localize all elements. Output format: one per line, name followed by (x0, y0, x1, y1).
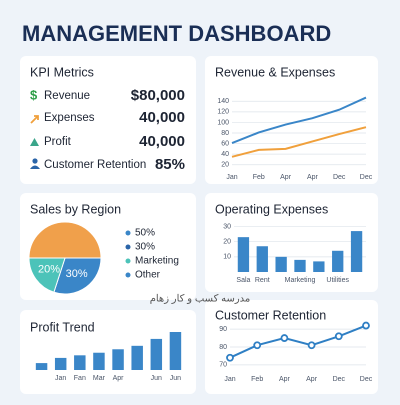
kpi-label: Profit (44, 136, 72, 148)
bar (54, 357, 67, 370)
kpi-value: $80,000 (131, 87, 185, 104)
legend-label: 50% (135, 228, 155, 239)
x-tick-label: Fan (74, 375, 86, 382)
pie-slice (28, 257, 66, 293)
bar (256, 246, 268, 272)
y-tick-label: 10 (223, 254, 231, 261)
kpi-label: Revenue (44, 90, 90, 102)
marker (362, 321, 370, 330)
x-tick-label: Dec (360, 174, 373, 181)
line (229, 324, 367, 359)
bar (294, 259, 306, 272)
kpi-label: Expenses (44, 112, 95, 124)
slice-label: 20% (38, 264, 60, 276)
x-tick-label: Jan (226, 174, 237, 181)
x-tick-label: Jan (224, 376, 235, 383)
line (231, 96, 367, 144)
x-tick-label: Mar (93, 375, 106, 382)
x-tick-label: Jun (170, 375, 181, 382)
x-tick-label: Sala (236, 277, 250, 284)
legend-marker (125, 272, 131, 278)
legend-marker (125, 230, 131, 236)
panel (20, 56, 196, 184)
bar (35, 363, 48, 370)
kpi-value: 85% (155, 156, 185, 173)
kpi-icon (32, 158, 38, 164)
marker (334, 332, 343, 341)
y-tick-label: 140 (217, 98, 229, 105)
y-tick-label: 80 (219, 344, 227, 351)
y-tick-label: 60 (221, 140, 229, 147)
chart-title: Customer Retention (215, 308, 326, 322)
marker (280, 334, 289, 342)
pie-slice (53, 257, 102, 295)
bar (74, 355, 86, 370)
panel (20, 310, 196, 394)
legend-label: Other (135, 270, 161, 281)
x-tick-label: Apr (306, 376, 318, 383)
bar (150, 338, 163, 370)
x-tick-label: Dec (360, 376, 373, 383)
x-tick-label: Jun (151, 375, 162, 382)
legend-label: Marketing (135, 256, 179, 267)
bar (275, 256, 287, 272)
watermark: مدرسه کسب و کار زهام (150, 294, 251, 305)
bar (237, 237, 250, 272)
x-tick-label: Feb (253, 174, 265, 181)
panel-title: KPI Metrics (30, 65, 94, 79)
kpi-icon (30, 138, 39, 146)
x-tick-label: Apr (307, 174, 319, 181)
y-tick-label: 90 (219, 326, 227, 333)
x-tick-label: Apr (113, 375, 125, 382)
kpi-value: 40,000 (139, 109, 185, 126)
bar (131, 345, 143, 370)
bar (112, 349, 124, 370)
legend-marker (125, 244, 131, 250)
x-tick-label: Jan (55, 375, 66, 382)
kpi-label: Customer Retention (44, 159, 146, 171)
y-tick-label: 20 (221, 162, 229, 169)
slice-label: 30% (66, 268, 88, 280)
y-tick-label: 20 (223, 239, 231, 246)
marker (226, 353, 234, 362)
legend-marker (125, 258, 131, 264)
x-tick-label: Apr (279, 376, 291, 383)
line (231, 126, 367, 158)
x-tick-label: Rent (255, 277, 270, 284)
x-tick-label: Marketing (285, 277, 316, 284)
y-tick-label: 120 (217, 109, 229, 116)
kpi-icon: $ (30, 87, 38, 102)
x-tick-label: Utilities (326, 277, 349, 284)
marker (253, 341, 262, 350)
bar (93, 352, 105, 370)
bar (350, 231, 363, 272)
chart-title: Revenue & Expenses (215, 65, 335, 79)
bar (169, 332, 182, 370)
chart-title: Profit Trend (30, 320, 95, 334)
chart-title: Operating Expenses (215, 202, 328, 216)
kpi-icon (30, 165, 40, 169)
legend-label: 30% (135, 242, 155, 253)
x-tick-label: Apr (280, 174, 292, 181)
chart-title: Sales by Region (30, 202, 121, 216)
x-tick-label: Dec (333, 174, 346, 181)
y-tick-label: 70 (219, 362, 227, 369)
y-tick-label: 80 (221, 130, 229, 137)
y-tick-label: 30 (223, 223, 231, 230)
y-tick-label: 40 (221, 151, 229, 158)
bar (313, 261, 325, 272)
x-tick-label: Feb (251, 376, 263, 383)
kpi-icon (30, 115, 39, 124)
kpi-value: 40,000 (139, 133, 185, 150)
bar (332, 250, 344, 272)
x-tick-label: Dec (333, 376, 346, 383)
y-tick-label: 100 (217, 119, 229, 126)
marker (307, 341, 316, 350)
dashboard-title: MANAGEMENT DASHBOARD (22, 21, 331, 46)
pie-slice (28, 221, 102, 259)
